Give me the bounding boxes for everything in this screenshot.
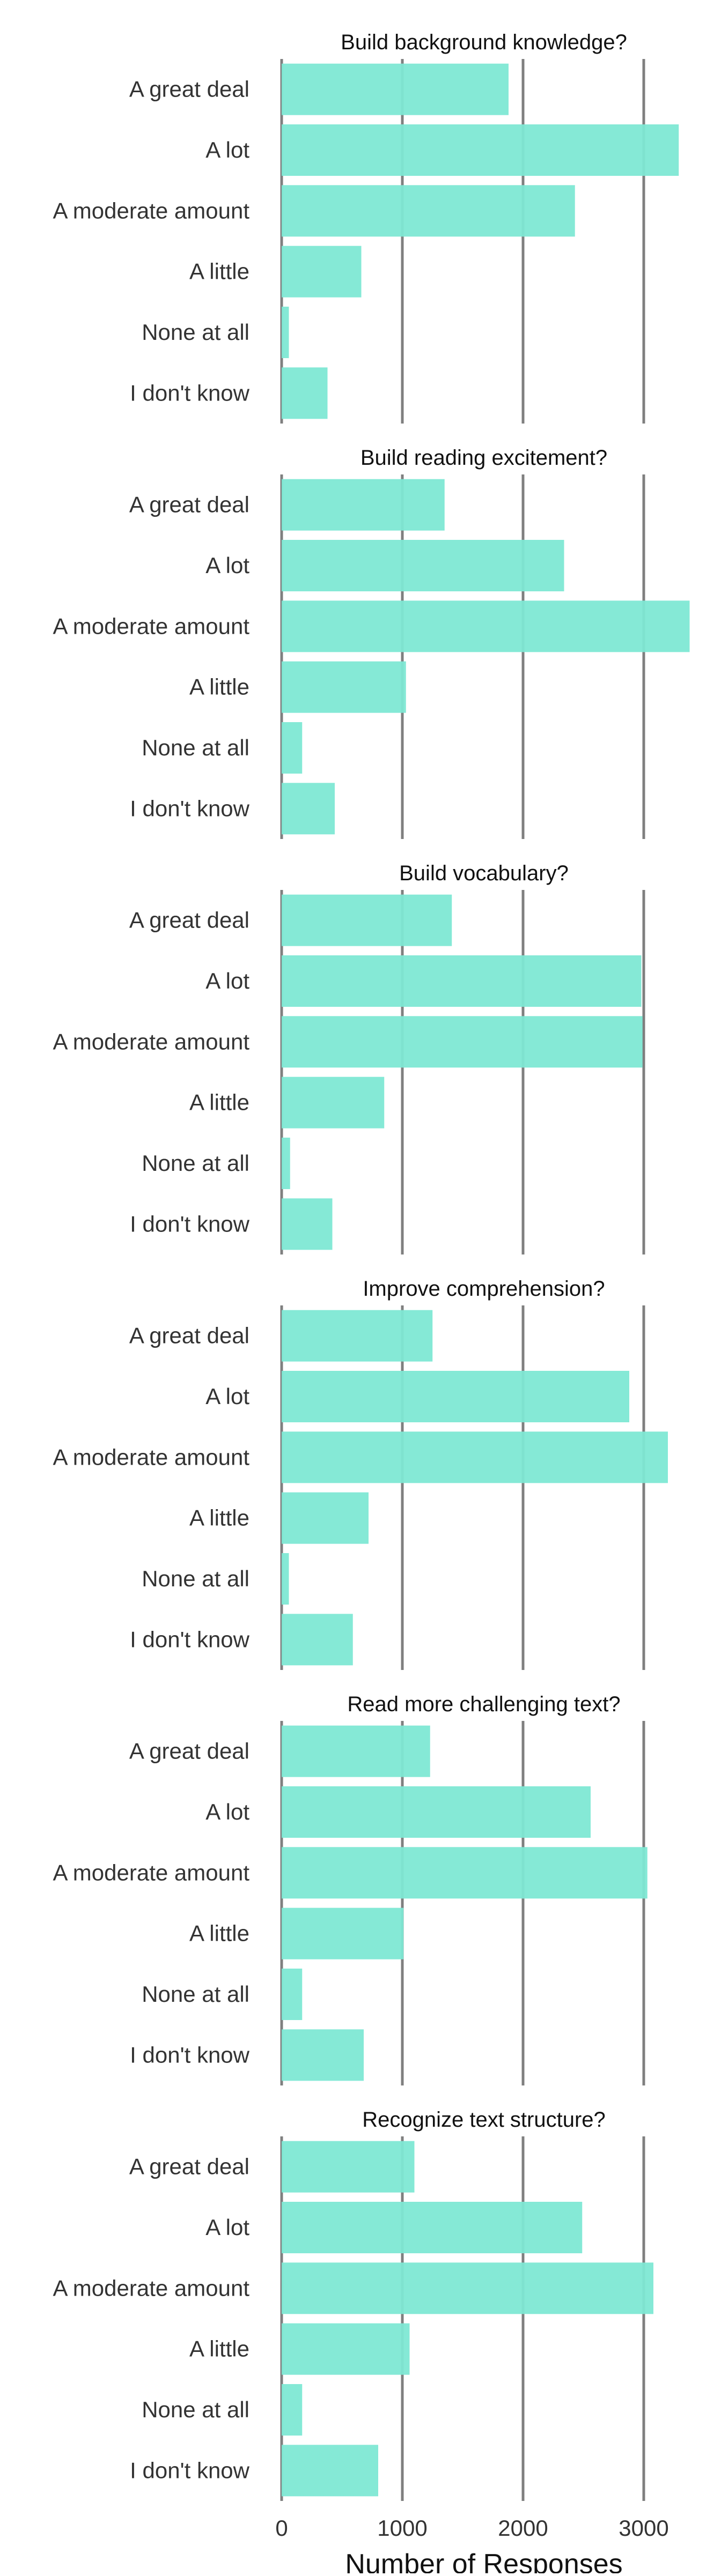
category-label: A little	[189, 259, 249, 284]
category-label: A lot	[205, 137, 249, 162]
category-label: A moderate amount	[53, 1860, 249, 1885]
category-label: A little	[189, 1090, 249, 1115]
category-label: None at all	[142, 735, 249, 760]
category-label: I don't know	[130, 1211, 249, 1236]
panel-1: Build background knowledge? A great deal A…	[53, 31, 679, 424]
bar-6-4	[282, 2323, 410, 2375]
bar-3-2	[282, 955, 642, 1007]
bar-1-2	[282, 124, 679, 176]
bar-4-5	[282, 1553, 289, 1605]
bar-3-4	[282, 1077, 385, 1129]
bar-3-3	[282, 1016, 643, 1068]
panel-5: Read more challenging text? A great deal A…	[53, 1692, 648, 2085]
bar-2-5	[282, 722, 303, 774]
category-label: None at all	[142, 1566, 249, 1591]
category-label: I don't know	[130, 1627, 249, 1652]
bar-1-6	[282, 367, 328, 419]
bar-5-5	[282, 1969, 303, 2020]
bar-4-2	[282, 1371, 629, 1422]
category-label: None at all	[142, 1981, 249, 2007]
panel-2: Build reading excitement? A great deal A l…	[53, 446, 690, 839]
bar-6-2	[282, 2202, 583, 2253]
category-label: I don't know	[130, 2458, 249, 2483]
bar-4-6	[282, 1614, 353, 1666]
category-label: A little	[189, 1921, 249, 1946]
x-tick-label: 1000	[377, 2515, 427, 2541]
panel-title: Improve comprehension?	[363, 1277, 605, 1301]
panel-6: Recognize text structure? A great deal A l…	[53, 2108, 653, 2501]
bar-1-5	[282, 307, 289, 358]
bar-4-4	[282, 1492, 369, 1544]
x-tick-label: 2000	[498, 2515, 548, 2541]
bar-1-3	[282, 185, 575, 237]
bar-2-3	[282, 600, 690, 652]
panel-title: Build background knowledge?	[341, 31, 627, 54]
category-label: A little	[189, 674, 249, 700]
panel-title: Build vocabulary?	[399, 862, 569, 885]
category-label: A lot	[205, 553, 249, 578]
category-label: A great deal	[129, 2154, 249, 2179]
category-label: A great deal	[129, 1739, 249, 1764]
bar-4-3	[282, 1431, 668, 1483]
x-axis: 0 1000 2000 3000 Number of Responses	[275, 2515, 668, 2576]
bar-3-1	[282, 894, 452, 946]
bar-6-1	[282, 2141, 415, 2193]
bar-5-1	[282, 1725, 430, 1777]
x-axis-title: Number of Responses	[345, 2549, 622, 2573]
bar-5-4	[282, 1907, 404, 1959]
panel-3: Build vocabulary? A great deal A lot A mode…	[53, 862, 645, 1254]
category-label: A lot	[205, 968, 249, 993]
bar-2-1	[282, 479, 445, 531]
category-label: A moderate amount	[53, 2275, 249, 2300]
category-label: A great deal	[129, 908, 249, 933]
bar-5-2	[282, 1786, 591, 1838]
category-label: A moderate amount	[53, 1029, 249, 1054]
category-label: A lot	[205, 1384, 249, 1409]
bar-6-5	[282, 2384, 303, 2436]
category-label: None at all	[142, 1150, 249, 1176]
category-label: A lot	[205, 2215, 249, 2240]
category-label: A great deal	[129, 1323, 249, 1348]
category-label: A great deal	[129, 77, 249, 102]
bar-2-6	[282, 783, 335, 835]
bar-1-1	[282, 63, 509, 115]
bar-5-6	[282, 2029, 364, 2081]
bar-4-1	[282, 1310, 433, 1362]
category-label: A moderate amount	[53, 198, 249, 223]
bar-2-2	[282, 540, 564, 591]
bar-3-6	[282, 1198, 333, 1250]
category-label: None at all	[142, 320, 249, 345]
panel-title: Read more challenging text?	[347, 1692, 620, 1716]
category-label: A little	[189, 1505, 249, 1531]
category-label: I don't know	[130, 380, 249, 405]
bar-6-3	[282, 2262, 653, 2314]
x-tick-label: 0	[275, 2515, 288, 2541]
panel-4: Improve comprehension? A great deal A lot A…	[53, 1277, 668, 1670]
category-label: I don't know	[130, 796, 249, 821]
x-tick-label: 3000	[619, 2515, 668, 2541]
bar-6-6	[282, 2445, 378, 2497]
bar-3-5	[282, 1138, 290, 1189]
category-label: A great deal	[129, 492, 249, 517]
bar-5-3	[282, 1847, 648, 1899]
panels-layer: Build background knowledge? A great deal A…	[53, 31, 690, 2501]
category-label: None at all	[142, 2397, 249, 2422]
panel-title: Build reading excitement?	[360, 446, 607, 470]
panel-title: Recognize text structure?	[362, 2108, 606, 2132]
category-label: A lot	[205, 1799, 249, 1824]
bar-2-4	[282, 661, 406, 713]
bar-1-4	[282, 246, 362, 298]
category-label: A moderate amount	[53, 613, 249, 639]
category-label: I don't know	[130, 2042, 249, 2067]
category-label: A moderate amount	[53, 1444, 249, 1469]
category-label: A little	[189, 2336, 249, 2362]
